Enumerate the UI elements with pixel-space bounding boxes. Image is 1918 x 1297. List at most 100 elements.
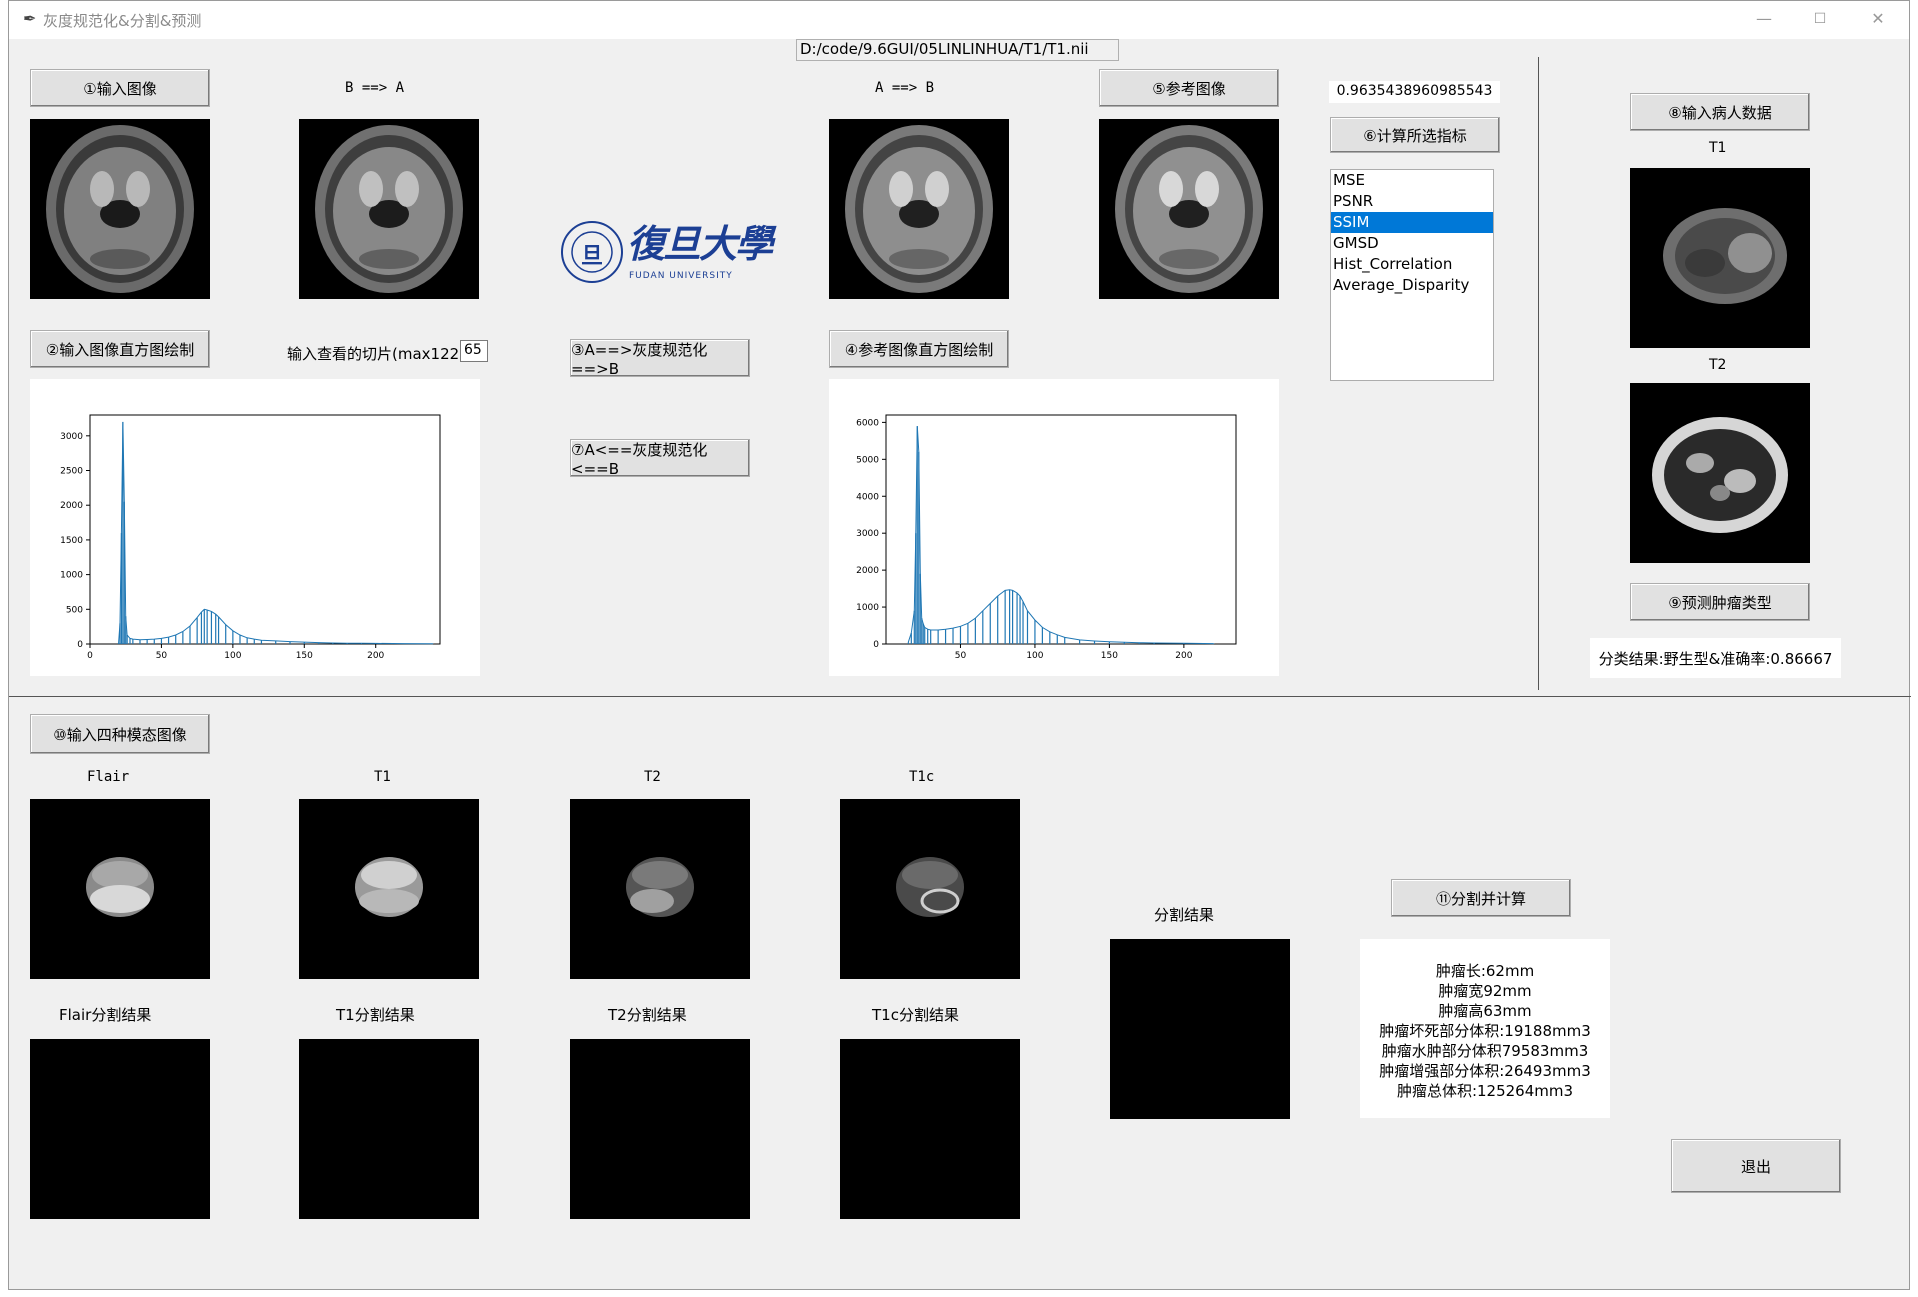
metric-option-selected[interactable]: SSIM [1331,212,1493,233]
segment-compute-button[interactable]: ⑪分割并计算 [1391,879,1571,917]
a-to-b-image [829,119,1009,299]
logo-seal-text: 旦 [581,244,604,269]
modality-label-t1: T1 [374,769,391,785]
t2-image [570,799,750,979]
feather-icon: ✒ [23,9,37,28]
metric-option[interactable]: MSE [1333,171,1365,189]
input-patient-button[interactable]: ⑧输入病人数据 [1630,93,1810,131]
y-tick-label: 4000 [856,492,879,502]
t1-image [299,799,479,979]
close-icon[interactable]: ✕ [1871,9,1885,28]
compute-metric-button[interactable]: ⑥计算所选指标 [1330,117,1500,153]
x-tick-label: 0 [87,651,93,661]
y-tick-label: 2000 [60,501,83,511]
t1c-seg-label: T1c分割结果 [872,1006,959,1024]
seg-result-label: 分割结果 [1154,906,1215,924]
y-tick-label: 1500 [60,536,83,546]
title-bar: ✒ 灰度规范化&分割&预测 — ☐ ✕ [9,1,1909,39]
x-tick-label: 150 [1101,651,1118,661]
b-to-a-label: B ==> A [345,80,405,96]
flair-image [30,799,210,979]
t1c-image [840,799,1020,979]
normalize-b-to-a-button[interactable]: ⑦A<==灰度规范化<==B [570,439,750,478]
b-to-a-image [299,119,479,299]
input-image-scan [46,125,194,293]
x-tick-label: 200 [1175,651,1192,661]
tumor-stat: 肿瘤水肿部分体积79583mm3 [1381,1042,1589,1060]
seg-result-image [1110,939,1290,1119]
logo-subtext: FUDAN UNIVERSITY [629,271,733,281]
tumor-stat: 肿瘤长:62mm [1435,962,1535,980]
input-histogram: 0 500 1000 1500 2000 2500 3000 0 50 100 150 200 [30,379,480,676]
modality-label-t2: T2 [644,769,661,785]
input-image-button[interactable]: ①输入图像 [30,69,210,107]
fudan-logo: 旦 復旦大學 FUDAN UNIVERSITY [559,211,779,291]
metric-option[interactable]: PSNR [1333,192,1374,210]
input-four-modalities-button[interactable]: ⑩输入四种模态图像 [30,714,210,754]
x-tick-label: 150 [296,651,313,661]
y-tick-label: 5000 [856,455,879,465]
histogram-line [907,426,1214,645]
horizontal-divider [9,696,1911,697]
reference-histogram-chart: 0 1000 2000 3000 4000 5000 6000 50 100 150 200 [856,414,1237,661]
slice-input[interactable]: 65 [460,340,488,362]
t1c-seg-image [840,1039,1020,1219]
t1-seg-label: T1分割结果 [336,1006,415,1024]
y-tick-label: 1000 [856,603,879,613]
modality-label-t1c: T1c [909,769,935,785]
t2-scan [626,857,694,917]
logo-text: 復旦大學 [627,221,773,266]
normalize-a-to-b-button[interactable]: ③A==>灰度规范化==>B [570,339,750,378]
metric-listbox[interactable]: MSE PSNR SSIM GMSD Hist_Correlation Aver… [1330,169,1494,381]
window-title: 灰度规范化&分割&预测 [43,12,202,30]
t1-scan [355,857,423,917]
main-window: ✒ 灰度规范化&分割&预测 — ☐ ✕ D:/code/9.6GUI/05LIN… [8,0,1911,1290]
tumor-stat: 肿瘤增强部分体积:26493mm3 [1379,1062,1591,1080]
patient-t2-image [1630,383,1810,563]
y-tick-label: 0 [873,640,879,650]
t1-seg-image [299,1039,479,1219]
flair-scan [86,857,154,917]
vertical-divider [1538,57,1539,690]
plot-frame [89,414,441,645]
reference-image-button[interactable]: ⑤参考图像 [1099,69,1279,107]
input-image [30,119,210,299]
tumor-stat: 肿瘤宽92mm [1438,982,1532,1000]
metric-option[interactable]: Hist_Correlation [1333,255,1453,273]
y-tick-label: 2000 [856,566,879,576]
slice-label: 输入查看的切片(max122): [287,345,471,363]
x-tick-label: 100 [1026,651,1043,661]
metric-value-field[interactable]: 0.9635438960985543 [1329,81,1500,103]
reference-histogram: 0 1000 2000 3000 4000 5000 6000 50 100 150 200 [829,379,1279,676]
y-tick-label: 1000 [60,571,83,581]
tumor-stats-panel: 肿瘤长:62mm 肿瘤宽92mm 肿瘤高63mm 肿瘤坏死部分体积:19188m… [1360,939,1610,1118]
metric-option[interactable]: GMSD [1333,234,1379,252]
x-tick-label: 50 [156,651,168,661]
classification-result: 分类结果:野生型&准确率:0.86667 [1590,638,1841,678]
plot-frame [885,414,1237,645]
t1-label: T1 [1709,140,1727,156]
y-tick-label: 3000 [856,529,879,539]
file-path-field[interactable]: D:/code/9.6GUI/05LINLINHUA/T1/T1.nii [796,39,1119,61]
fudan-seal-icon [561,221,623,283]
tumor-stat: 肿瘤总体积:125264mm3 [1396,1082,1574,1100]
minimize-icon[interactable]: — [1756,9,1772,28]
t2-label: T2 [1709,357,1727,373]
tumor-stat: 肿瘤坏死部分体积:19188mm3 [1379,1022,1591,1040]
exit-button[interactable]: 退出 [1671,1139,1841,1193]
metric-option[interactable]: Average_Disparity [1333,276,1470,294]
maximize-icon[interactable]: ☐ [1813,11,1827,27]
t2-seg-label: T2分割结果 [608,1006,687,1024]
y-tick-label: 6000 [856,418,879,428]
flair-seg-label: Flair分割结果 [59,1006,152,1024]
x-tick-label: 200 [367,651,384,661]
patient-t2-scan [1652,417,1788,533]
reference-histogram-button[interactable]: ④参考图像直方图绘制 [829,330,1009,368]
x-tick-label: 50 [955,651,967,661]
modality-label-flair: Flair [87,769,130,785]
predict-tumor-button[interactable]: ⑨预测肿瘤类型 [1630,583,1810,621]
input-histogram-button[interactable]: ②输入图像直方图绘制 [30,330,210,368]
tumor-stat: 肿瘤高63mm [1438,1002,1532,1020]
y-tick-label: 2500 [60,467,83,477]
y-tick-label: 3000 [60,432,83,442]
